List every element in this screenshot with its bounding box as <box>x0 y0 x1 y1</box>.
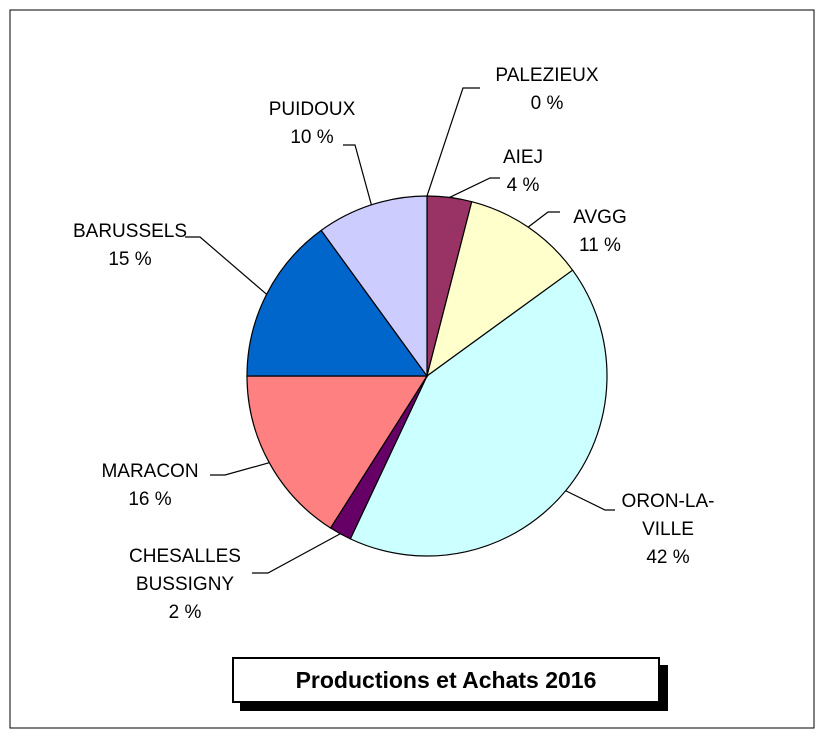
pie-slice <box>426 200 574 378</box>
value-label: 4 % <box>506 175 540 196</box>
pie-slice <box>320 195 428 378</box>
slice-label: PUIDOUX 10 % <box>269 96 356 152</box>
category-label: BARUSSELS <box>72 221 188 242</box>
slice-label: BARUSSELS 15 % <box>73 218 187 274</box>
category-label: AVGG <box>573 207 627 228</box>
slice-label: ORON-LA-VILLE 42 % <box>612 488 724 572</box>
value-label: 15 % <box>108 249 152 270</box>
chart-title: Productions et Achats 2016 <box>232 657 660 703</box>
slice-label: PALEZIEUX 0 % <box>495 62 598 118</box>
leader-line <box>252 533 341 574</box>
category-label: CHESALLES BUSSIGNY <box>129 546 241 595</box>
leader-line <box>210 462 270 476</box>
category-label: PALEZIEUX <box>495 65 599 86</box>
leader-line <box>565 490 615 511</box>
value-label: 11 % <box>579 235 621 256</box>
leader-line <box>426 87 480 197</box>
value-label: 0 % <box>530 93 564 114</box>
pie-slice <box>246 375 429 529</box>
leader-line <box>185 236 268 295</box>
value-label: 16 % <box>128 489 172 510</box>
slice-label: AIEJ 4 % <box>503 144 543 200</box>
value-label: 42 % <box>646 547 690 568</box>
value-label: 2 % <box>168 602 202 623</box>
slice-label: AVGG 11 % <box>573 204 627 260</box>
leader-line <box>449 177 500 198</box>
slice-label: CHESALLES BUSSIGNY 2 % <box>120 543 250 627</box>
category-label: PUIDOUX <box>268 99 356 120</box>
category-label: ORON-LA-VILLE <box>621 491 715 540</box>
pie-slice <box>246 229 429 377</box>
pie-slice <box>349 269 608 557</box>
category-label: MARACON <box>101 461 199 482</box>
slice-label: MARACON 16 % <box>101 458 198 514</box>
leader-line <box>527 211 560 228</box>
leader-line <box>343 144 372 205</box>
category-label: AIEJ <box>502 147 544 168</box>
value-label: 10 % <box>290 127 334 148</box>
